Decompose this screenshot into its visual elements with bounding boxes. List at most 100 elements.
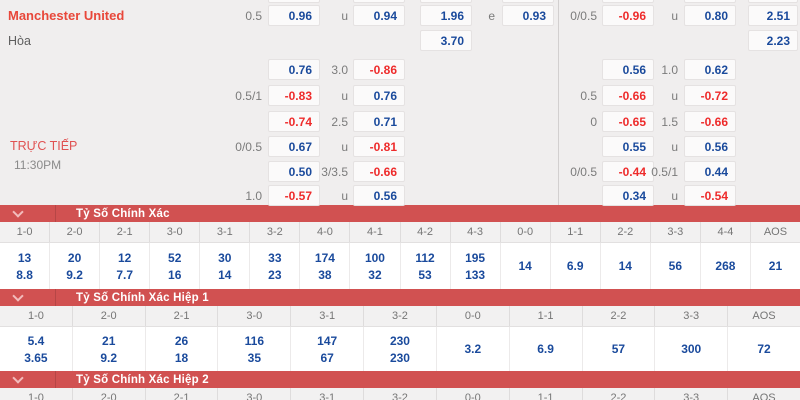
score-section-header[interactable]: Tỷ Số Chính Xác Hiệp 2 — [0, 371, 800, 388]
score-odds-cell[interactable]: 14 — [601, 243, 651, 289]
odds-box[interactable]: -0.66 — [602, 85, 654, 106]
score-section-header[interactable]: Tỷ Số Chính Xác — [0, 205, 800, 222]
score-section-title: Tỷ Số Chính Xác Hiệp 1 — [76, 291, 209, 304]
odds-box[interactable]: -0.54 — [684, 185, 736, 206]
odds-box[interactable]: 1.96 — [420, 5, 472, 26]
odds-box[interactable]: 0.94 — [353, 5, 405, 26]
score-odds-cell[interactable]: 57 — [583, 327, 656, 371]
score-column-header: 4-4 — [701, 222, 751, 242]
odds-box[interactable]: 0.56 — [353, 185, 405, 206]
odds-box[interactable]: 0.55 — [602, 136, 654, 157]
odds-box[interactable]: 0.44 — [684, 161, 736, 182]
score-odds-cell[interactable]: 6.9 — [551, 243, 601, 289]
odds-box[interactable]: 2.51 — [748, 5, 798, 26]
score-odds-value: 57 — [611, 342, 626, 356]
score-odds-cell[interactable]: 3.2 — [437, 327, 510, 371]
odds-box[interactable]: -0.74 — [268, 111, 320, 132]
score-odds-cell[interactable]: 12 7.7 — [100, 243, 151, 289]
score-odds-cell[interactable]: 100 32 — [350, 243, 401, 289]
score-odds-cell[interactable]: 21 9.2 — [73, 327, 146, 371]
score-odds-value: 13 — [17, 250, 32, 265]
odds-box[interactable] — [353, 0, 405, 3]
score-odds-cell[interactable]: 195 133 — [451, 243, 501, 289]
score-column-header: 3-2 — [364, 388, 437, 400]
score-odds-cell[interactable]: 147 67 — [291, 327, 365, 371]
score-odds-value: 21 — [102, 333, 116, 348]
odds-box[interactable]: -0.81 — [353, 136, 405, 157]
odds-box[interactable]: 0.50 — [268, 161, 320, 182]
chevron-down-icon[interactable] — [0, 205, 55, 222]
odds-box[interactable]: -0.57 — [268, 185, 320, 206]
odds-box[interactable]: -0.72 — [684, 85, 736, 106]
score-odds-cell[interactable]: 52 16 — [150, 243, 201, 289]
score-odds-value: 133 — [465, 267, 486, 282]
odds-box[interactable]: 0.93 — [502, 5, 554, 26]
score-odds-cell[interactable]: 21 — [751, 243, 800, 289]
score-odds-cell[interactable]: 5.4 3.65 — [0, 327, 73, 371]
odds-box[interactable]: 0.76 — [353, 85, 405, 106]
score-odds-value: 100 — [364, 250, 385, 265]
score-odds-cell[interactable]: 112 53 — [401, 243, 451, 289]
score-odds-cell[interactable]: 230 230 — [364, 327, 437, 371]
odds-panel-divider — [558, 0, 559, 205]
chevron-down-icon[interactable] — [0, 289, 55, 306]
odds-box[interactable]: 0.71 — [353, 111, 405, 132]
score-odds-value: 35 — [247, 350, 262, 365]
score-column-header: 3-3 — [655, 306, 729, 326]
score-column-header: 3-0 — [218, 388, 292, 400]
odds-box[interactable]: 0.96 — [268, 5, 320, 26]
score-column-header: 2-1 — [146, 388, 219, 400]
score-odds-cell[interactable]: 268 — [701, 243, 751, 289]
score-odds-value: 268 — [715, 259, 736, 273]
score-odds-cell[interactable]: 13 8.8 — [0, 243, 51, 289]
chevron-down-icon[interactable] — [0, 371, 55, 388]
score-odds-cell[interactable]: 72 — [728, 327, 800, 371]
score-odds-cell[interactable]: 6.9 — [510, 327, 583, 371]
header-divider — [55, 205, 56, 222]
odds-box[interactable]: -0.83 — [268, 85, 320, 106]
odds-box[interactable]: 0.56 — [602, 59, 654, 80]
odds-box[interactable]: 0.62 — [684, 59, 736, 80]
score-odds-cell[interactable]: 56 — [651, 243, 701, 289]
score-odds-cell[interactable]: 174 38 — [300, 243, 351, 289]
odds-box[interactable] — [502, 0, 554, 3]
score-odds-cell[interactable]: 33 23 — [250, 243, 301, 289]
odds-box[interactable] — [268, 0, 320, 3]
score-section-title: Tỷ Số Chính Xác — [76, 207, 170, 220]
odds-box[interactable] — [420, 0, 472, 3]
odds-box[interactable]: 0.34 — [602, 185, 654, 206]
odds-box[interactable] — [748, 0, 798, 3]
score-odds-cell[interactable]: 116 35 — [218, 327, 292, 371]
chevron-down-icon — [12, 372, 24, 384]
score-odds-value: 67 — [320, 350, 334, 365]
score-odds-cell[interactable]: 300 — [655, 327, 729, 371]
odds-box[interactable]: 0.56 — [684, 136, 736, 157]
odds-handicap-label: 3/3.5 — [321, 164, 348, 179]
odds-handicap-label: u — [341, 8, 348, 23]
score-column-header: 2-2 — [583, 306, 656, 326]
odds-handicap-label: 0.5/1 — [235, 88, 262, 103]
odds-box[interactable]: 0.80 — [684, 5, 736, 26]
odds-box[interactable]: 0.76 — [268, 59, 320, 80]
score-odds-cell[interactable]: 26 18 — [146, 327, 219, 371]
odds-box[interactable]: -0.96 — [602, 5, 654, 26]
score-odds-cell[interactable]: 14 — [501, 243, 551, 289]
score-column-headers: 1-0 2-0 2-1 3-0 3-1 3-2 4-0 4-1 4-2 4-3 0-0 1-1 2-2 3… — [0, 222, 800, 243]
odds-box[interactable] — [602, 0, 654, 3]
score-column-headers: 1-0 2-0 2-1 3-0 3-1 3-2 0-0 1-1 2-2 3-3 AOS — [0, 388, 800, 400]
score-odds-cell[interactable]: 20 9.2 — [50, 243, 101, 289]
odds-box[interactable]: -0.44 — [602, 161, 654, 182]
odds-box[interactable]: 0.67 — [268, 136, 320, 157]
odds-box[interactable]: -0.65 — [602, 111, 654, 132]
odds-box[interactable]: -0.86 — [353, 59, 405, 80]
odds-box[interactable]: -0.66 — [684, 111, 736, 132]
odds-box[interactable] — [684, 0, 736, 3]
odds-box[interactable]: 2.23 — [748, 30, 798, 51]
score-odds-value: 20 — [67, 250, 82, 265]
score-odds-value: 5.4 — [27, 333, 45, 348]
odds-handicap-label: 0/0.5 — [235, 139, 262, 154]
score-section-header[interactable]: Tỷ Số Chính Xác Hiệp 1 — [0, 289, 800, 306]
odds-box[interactable]: 3.70 — [420, 30, 472, 51]
score-odds-cell[interactable]: 30 14 — [200, 243, 251, 289]
odds-box[interactable]: -0.66 — [353, 161, 405, 182]
